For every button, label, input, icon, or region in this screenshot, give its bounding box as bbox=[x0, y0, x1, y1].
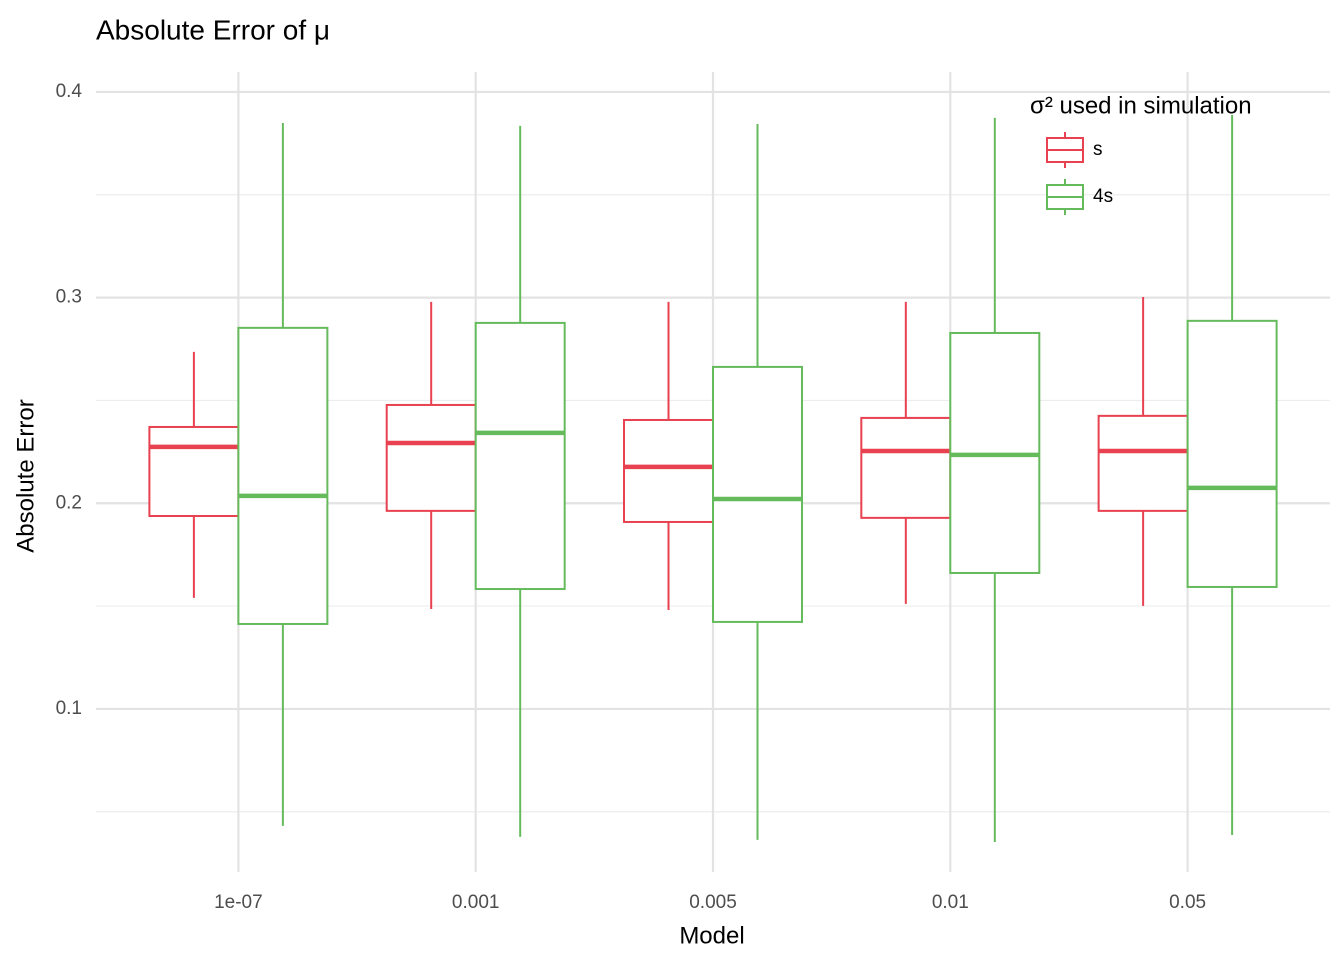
chart-title: Absolute Error of μ bbox=[96, 14, 330, 45]
box bbox=[148, 351, 240, 598]
y-tick-label: 0.4 bbox=[56, 81, 83, 102]
box bbox=[1186, 114, 1278, 835]
legend-label: 4s bbox=[1093, 186, 1113, 207]
x-tick-label: 0.001 bbox=[452, 892, 500, 913]
box bbox=[1097, 296, 1189, 606]
x-axis-title: Model bbox=[679, 922, 744, 949]
box bbox=[712, 124, 803, 840]
box-body bbox=[712, 365, 803, 623]
box bbox=[949, 117, 1041, 842]
box-body bbox=[237, 326, 329, 625]
box-body bbox=[385, 403, 477, 512]
box bbox=[474, 125, 566, 837]
box bbox=[860, 301, 952, 604]
x-tick-label: 0.005 bbox=[689, 892, 737, 913]
x-tick-label: 1e-07 bbox=[214, 892, 263, 913]
legend-label: s bbox=[1093, 139, 1103, 160]
y-axis-title: Absolute Error bbox=[12, 399, 39, 552]
box-body bbox=[148, 425, 240, 518]
x-tick-label: 0.01 bbox=[932, 892, 969, 913]
box bbox=[237, 123, 329, 826]
box-body bbox=[474, 321, 566, 591]
x-tick-label: 0.05 bbox=[1169, 892, 1206, 913]
y-tick-label: 0.3 bbox=[56, 287, 82, 308]
box-body bbox=[1186, 319, 1278, 588]
legend-title: σ² used in simulation bbox=[1030, 92, 1252, 119]
box bbox=[385, 301, 477, 609]
legend: σ² used in simulation s 4s bbox=[1030, 92, 1252, 215]
box-body bbox=[860, 416, 952, 519]
box-body bbox=[623, 418, 715, 523]
y-tick-label: 0.2 bbox=[56, 492, 82, 513]
box-body bbox=[1097, 414, 1189, 512]
box bbox=[623, 301, 715, 610]
y-tick-label: 0.1 bbox=[56, 698, 82, 719]
